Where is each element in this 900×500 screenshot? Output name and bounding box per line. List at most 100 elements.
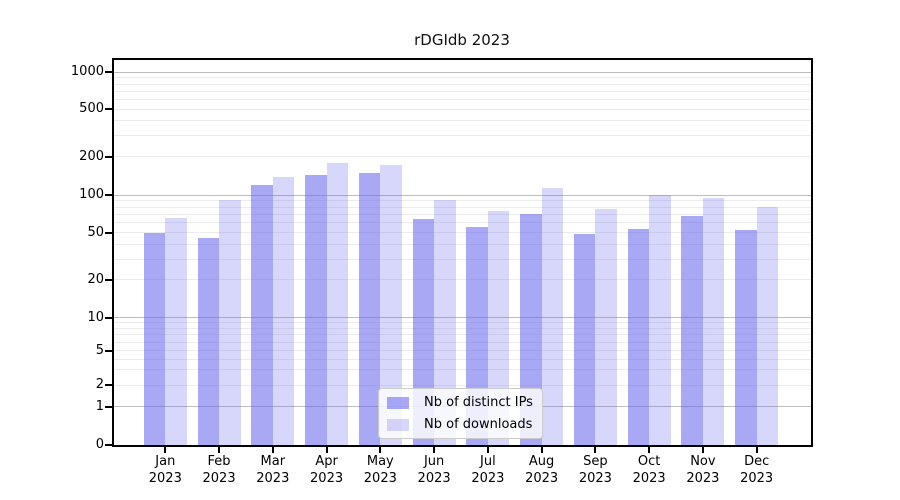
y-gridline-minor bbox=[114, 232, 811, 234]
y-gridline-minor bbox=[114, 99, 811, 101]
bar-downloads-dec bbox=[756, 207, 779, 445]
x-tick-year: 2023 bbox=[202, 471, 236, 486]
x-tick-mark bbox=[701, 447, 704, 453]
y-tick-label: 5 bbox=[95, 342, 104, 358]
x-tick-month: Mar bbox=[260, 454, 286, 469]
y-gridline-minor bbox=[114, 213, 811, 215]
y-tick-label: 50 bbox=[87, 224, 104, 240]
bar-downloads-oct bbox=[649, 195, 671, 445]
x-tick-label: Jul 2023 bbox=[458, 453, 518, 487]
bar-downloads-nov bbox=[702, 197, 725, 445]
x-tick-year: 2023 bbox=[363, 471, 397, 486]
x-tick-label: Apr 2023 bbox=[297, 453, 357, 487]
bar-distinct-ips-apr bbox=[305, 175, 327, 445]
x-tick-year: 2023 bbox=[256, 471, 290, 486]
legend-row-downloads: Nb of downloads bbox=[385, 415, 536, 435]
x-tick-year: 2023 bbox=[525, 471, 559, 486]
x-tick-mark bbox=[218, 447, 221, 453]
y-tick-label: 0 bbox=[95, 437, 104, 452]
x-tick-label: Aug 2023 bbox=[512, 453, 572, 487]
bar-distinct-ips-jan bbox=[143, 232, 166, 445]
legend-swatch-distinct-ips bbox=[387, 396, 409, 409]
y-gridline-minor bbox=[114, 222, 811, 224]
x-tick-month: Sep bbox=[583, 454, 608, 469]
bar-downloads-sep bbox=[595, 208, 617, 445]
y-tick-label: 1 bbox=[95, 398, 104, 414]
y-gridline-minor bbox=[114, 334, 811, 336]
y-tick-mark bbox=[105, 278, 114, 281]
y-gridline-major bbox=[114, 317, 811, 319]
x-tick-mark bbox=[540, 447, 543, 453]
y-gridline-major bbox=[114, 71, 811, 73]
y-gridline-minor bbox=[114, 108, 811, 110]
y-gridline-minor bbox=[114, 206, 811, 208]
x-tick-mark bbox=[648, 447, 651, 453]
y-gridline-minor bbox=[114, 279, 811, 281]
x-tick-mark bbox=[164, 447, 167, 453]
x-tick-year: 2023 bbox=[686, 471, 720, 486]
x-tick-year: 2023 bbox=[417, 471, 451, 486]
bar-downloads-apr bbox=[326, 162, 349, 445]
x-tick-year: 2023 bbox=[740, 471, 774, 486]
x-tick-year: 2023 bbox=[471, 471, 505, 486]
x-tick-label: Mar 2023 bbox=[243, 453, 303, 487]
bar-downloads-jan bbox=[165, 217, 187, 445]
bar-downloads-may bbox=[380, 165, 402, 445]
x-tick-label: Jan 2023 bbox=[135, 453, 195, 487]
y-tick-mark bbox=[105, 155, 114, 158]
x-tick-mark bbox=[325, 447, 328, 453]
y-tick-mark bbox=[105, 231, 114, 234]
legend-label-distinct-ips: Nb of distinct IPs bbox=[424, 395, 533, 410]
y-gridline-minor bbox=[114, 369, 811, 371]
bar-distinct-ips-nov bbox=[681, 216, 703, 445]
x-tick-mark bbox=[379, 447, 382, 453]
y-tick-mark bbox=[105, 444, 114, 446]
x-tick-year: 2023 bbox=[578, 471, 612, 486]
bar-distinct-ips-sep bbox=[573, 233, 596, 445]
y-gridline-minor bbox=[114, 200, 811, 202]
bar-distinct-ips-may bbox=[358, 173, 381, 445]
x-tick-mark bbox=[486, 447, 489, 453]
y-gridline-minor bbox=[114, 341, 811, 343]
y-tick-mark bbox=[105, 316, 114, 319]
x-tick-month: Jan bbox=[155, 454, 176, 469]
bar-distinct-ips-feb bbox=[197, 238, 220, 445]
y-tick-label: 500 bbox=[79, 101, 104, 117]
y-gridline-minor bbox=[114, 358, 811, 360]
bar-downloads-mar bbox=[272, 176, 295, 445]
y-tick-label: 200 bbox=[79, 148, 104, 164]
x-tick-year: 2023 bbox=[148, 471, 182, 486]
y-tick-mark bbox=[105, 384, 114, 387]
x-tick-month: Feb bbox=[207, 454, 231, 469]
x-tick-mark bbox=[594, 447, 597, 453]
legend: Nb of distinct IPs Nb of downloads bbox=[378, 388, 543, 439]
y-tick-mark bbox=[105, 349, 114, 352]
x-tick-month: May bbox=[366, 454, 394, 469]
y-gridline-minor bbox=[114, 77, 811, 79]
y-gridline-minor bbox=[114, 384, 811, 386]
legend-swatch-downloads bbox=[387, 418, 409, 431]
x-tick-label: Jun 2023 bbox=[404, 453, 464, 487]
x-tick-year: 2023 bbox=[310, 471, 344, 486]
x-tick-month: Aug bbox=[528, 454, 555, 469]
x-tick-month: Dec bbox=[744, 454, 770, 469]
x-tick-month: Apr bbox=[315, 454, 338, 469]
x-tick-month: Oct bbox=[637, 454, 661, 469]
y-gridline-minor bbox=[114, 156, 811, 158]
y-tick-label: 20 bbox=[87, 271, 104, 287]
y-tick-label: 10 bbox=[87, 309, 104, 325]
bar-distinct-ips-oct bbox=[627, 228, 650, 445]
x-tick-mark bbox=[271, 447, 274, 453]
bar-downloads-aug bbox=[541, 188, 564, 445]
y-gridline-minor bbox=[114, 258, 811, 260]
bar-distinct-ips-aug bbox=[520, 214, 542, 445]
x-tick-month: Jun bbox=[423, 454, 445, 469]
y-tick-label: 2 bbox=[95, 377, 104, 393]
y-tick-mark bbox=[105, 71, 114, 74]
x-tick-mark bbox=[433, 447, 436, 453]
x-tick-label: Sep 2023 bbox=[565, 453, 625, 487]
y-tick-mark bbox=[105, 194, 114, 197]
y-tick-label: 100 bbox=[79, 187, 104, 203]
y-gridline-minor bbox=[114, 243, 811, 245]
